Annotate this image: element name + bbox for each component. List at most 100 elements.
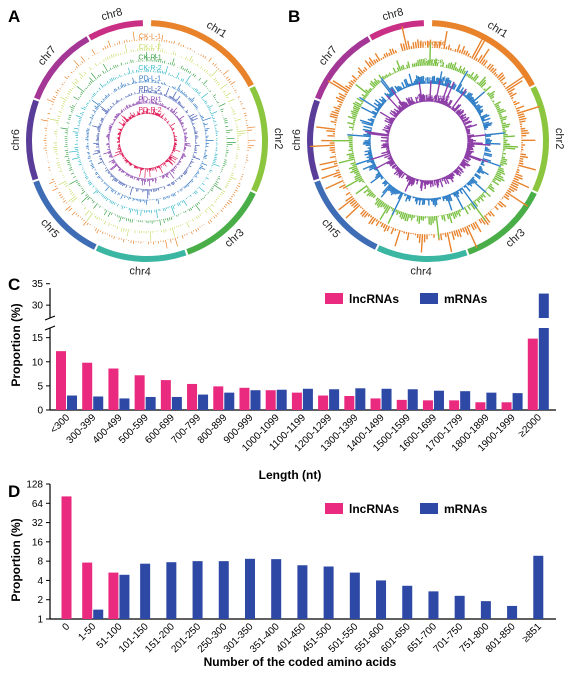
- track-label-intergenic: Intergenic: [416, 77, 450, 84]
- bar-c-lncrnas-3: [134, 375, 145, 410]
- bar-c-mrnas-4: [171, 396, 182, 410]
- chromosome-arc-chr3: [467, 191, 537, 255]
- track-label-ck-r-2: CK-R-2: [138, 65, 161, 72]
- bar-c-mrnas-6: [224, 392, 235, 410]
- chart-d-xtick: ≥851: [520, 621, 544, 645]
- panel-label-c: C: [8, 275, 20, 294]
- bar-d-mrnas-18: [533, 555, 544, 619]
- chromosome-arc-chr5: [33, 180, 97, 250]
- track-label-pd-l-1: PD-L-1: [139, 75, 161, 82]
- chart-d-xlabel: Number of the coded amino acids: [204, 655, 397, 669]
- chart-d-ytick: 4: [37, 576, 43, 587]
- legend-d-lncrna-label: lncRNAs: [349, 502, 399, 516]
- legend-c-lncrna-swatch: [325, 293, 343, 304]
- track-pd-r-1: [103, 94, 192, 187]
- track-label-pd-r-2: PD-R-2: [138, 107, 161, 114]
- chromosome-label-chr6: chr6: [10, 129, 22, 151]
- track-label-pd-r-1: PD-R-1: [138, 96, 161, 103]
- bar-c-mrnas-2: [119, 398, 130, 410]
- chromosome-arc-chr5: [314, 180, 378, 250]
- track-antisense: [364, 79, 491, 192]
- chart-c-xlabel: Length (nt): [259, 468, 322, 482]
- chart-c-xtick: ≥2000: [517, 412, 545, 440]
- legend-c-lncrna-label: lncRNAs: [349, 292, 399, 306]
- bar-c-mrnas-14: [433, 390, 444, 410]
- legend-d-mrna-swatch: [420, 503, 438, 514]
- chromosome-arc-chr1: [151, 20, 254, 88]
- bar-d-mrnas-6: [218, 561, 229, 619]
- legend-c-mrna-label: mRNAs: [444, 292, 488, 306]
- chromosome-arc-chr3: [186, 191, 256, 255]
- track-labels-b: Intronic Sence Intergenic Antisense: [416, 41, 450, 102]
- track-label-ck-r-1: CK-R-1: [138, 54, 161, 61]
- bar-c-lncrnas-15: [449, 400, 460, 410]
- chromosome-arc-chr2: [249, 86, 268, 193]
- bar-d-mrnas-4: [166, 562, 177, 619]
- bar-c-lncrnas-14: [422, 400, 433, 410]
- chart-c-ytick: 15: [32, 333, 44, 344]
- chromosome-label-chr2: chr2: [553, 128, 565, 150]
- chart-d-legend: lncRNAs mRNAs: [325, 502, 488, 516]
- chart-d-ytick: 64: [32, 499, 44, 510]
- bar-c-mrnas-17: [512, 393, 523, 410]
- bar-d-mrnas-14: [428, 591, 439, 619]
- bar-c-mrnas-15: [460, 391, 471, 410]
- bar-c-lncrnas-4: [160, 380, 171, 410]
- chromosome-label-chr6: chr6: [291, 129, 303, 151]
- bar-c-mrnas-8: [276, 389, 287, 410]
- chromosome-label-chr8: chr8: [100, 6, 124, 23]
- bar-c-mrnas-10: [329, 389, 340, 410]
- bar-c-lncrnas-9: [291, 392, 302, 410]
- chart-c-ytick: 10: [32, 357, 44, 368]
- bar-d-mrnas-12: [376, 580, 387, 619]
- bar-d-mrnas-7: [244, 558, 255, 619]
- track-pd-l-2: [92, 87, 201, 199]
- bar-d-mrnas-10: [323, 566, 334, 619]
- bar-d-mrnas-3: [140, 563, 151, 619]
- track-label-intronic: Intronic: [420, 41, 446, 48]
- chart-c-bars: [56, 293, 549, 410]
- bar-d-mrnas-1: [93, 609, 104, 619]
- bar-c-lncrnas-6: [213, 386, 224, 410]
- chromosome-arc-chr7: [34, 36, 90, 100]
- bar-d-mrnas-13: [402, 585, 413, 619]
- bar-c-mrnas-13: [407, 389, 418, 410]
- bar-c-lncrnas-5: [187, 383, 198, 410]
- chart-c-xtick: <300: [48, 412, 72, 436]
- distribution-tracks-b: [310, 26, 541, 253]
- chart-d-ylabel: Proportion (%): [9, 518, 23, 601]
- bar-c-lncrnas-18: [527, 338, 538, 410]
- bar-c-lncrnas-10: [318, 395, 329, 410]
- bar-c-lncrnas-8: [265, 390, 276, 410]
- bar-c-mrnas-16: [486, 392, 497, 410]
- chart-c-ytick: 5: [37, 381, 43, 392]
- bar-c-lncrnas-2: [108, 368, 119, 410]
- track-label-ck-l-1: CK-L-1: [139, 33, 161, 40]
- track-pd-r-2: [113, 108, 181, 179]
- chromosome-arc-chr4: [95, 245, 187, 262]
- track-ck-r-1: [60, 51, 236, 226]
- chromosome-arc-chr2: [530, 86, 549, 193]
- chromosome-arc-chr4: [376, 245, 468, 262]
- panel-label-d: D: [8, 482, 20, 501]
- track-label-pd-l-2: PD-L-2: [139, 86, 161, 93]
- bar-c-mrnas-18: [538, 328, 549, 410]
- track-labels-a: CK-L-1 CK-L-2 CK-R-1 CK-R-2 PD-L-1 PD-L-2 PD-R…: [138, 33, 161, 114]
- chromosome-arc-chr8: [369, 20, 425, 41]
- bar-d-lncrnas-1: [82, 562, 93, 619]
- legend-d-mrna-label: mRNAs: [444, 502, 488, 516]
- track-label-antisense: Antisense: [416, 95, 450, 102]
- track-intergenic: [347, 70, 505, 216]
- bar-d-mrnas-8: [271, 559, 282, 619]
- chart-c-legend: lncRNAs mRNAs: [325, 292, 488, 306]
- bar-c-mrnas-0: [67, 395, 78, 410]
- chart-c-ytick: 35: [32, 279, 44, 290]
- panel-label-a: A: [8, 7, 20, 26]
- legend-c-mrna-swatch: [420, 293, 438, 304]
- bar-d-lncrnas-0: [61, 496, 72, 619]
- bar-c-lncrnas-17: [501, 402, 512, 410]
- bar-d-mrnas-2: [119, 574, 130, 619]
- bar-c-lncrnas-7: [239, 387, 250, 410]
